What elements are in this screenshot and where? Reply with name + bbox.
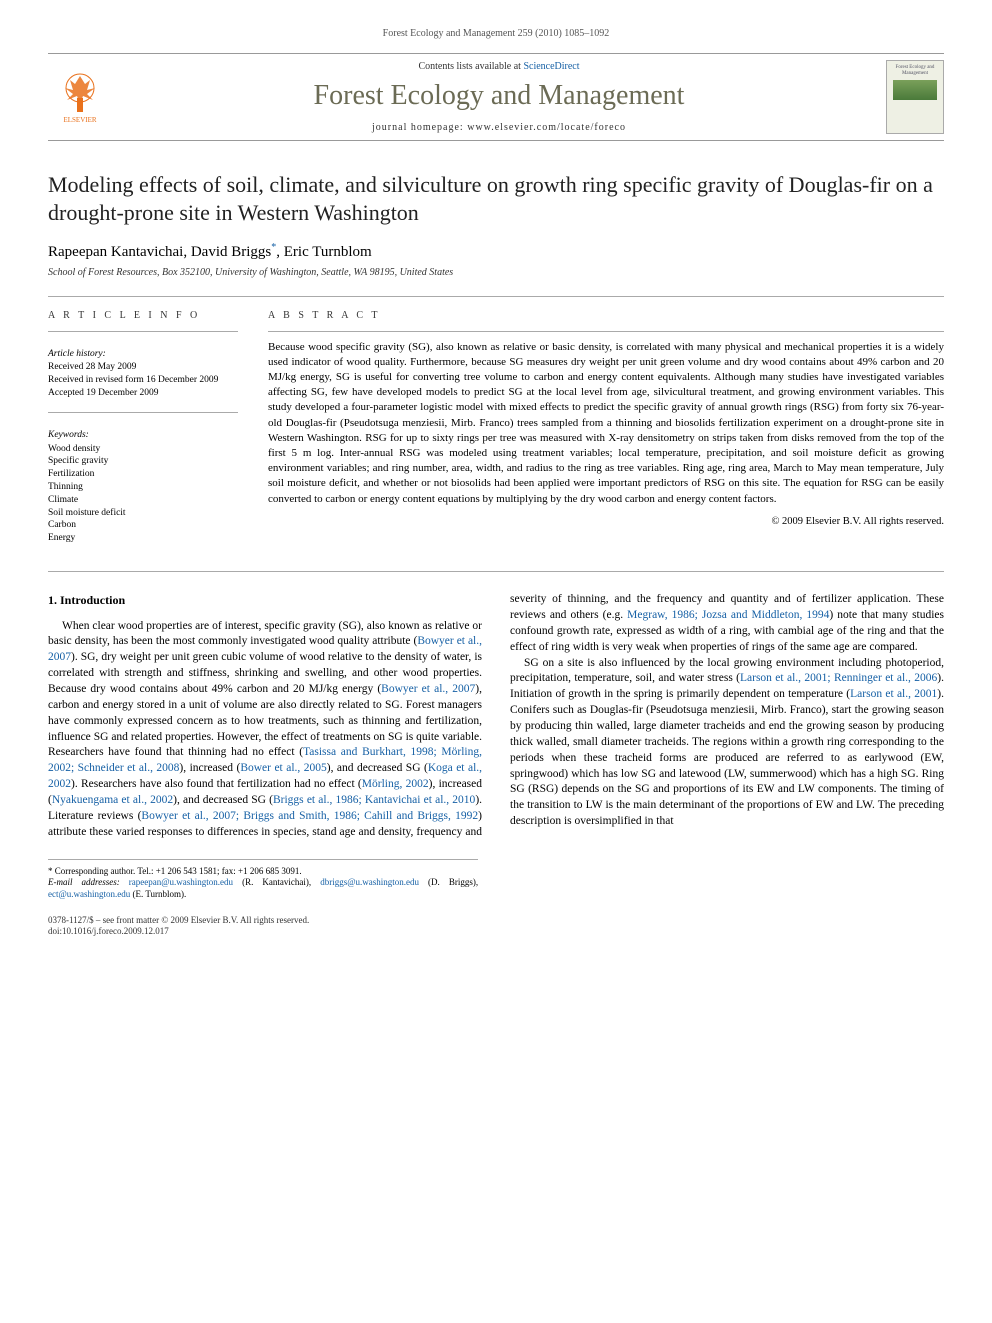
footnotes: * Corresponding author. Tel.: +1 206 543… xyxy=(48,859,478,901)
elsevier-logo: ELSEVIER xyxy=(48,61,112,133)
email-label: E-mail addresses: xyxy=(48,877,120,887)
keyword: Specific gravity xyxy=(48,455,238,468)
footer-front-matter: 0378-1127/$ – see front matter © 2009 El… xyxy=(48,915,944,927)
email-footnote: E-mail addresses: rapeepan@u.washington.… xyxy=(48,877,478,900)
cover-thumb-title: Forest Ecology and Management xyxy=(887,65,943,76)
authors-prefix: Rapeepan Kantavichai, David Briggs xyxy=(48,244,271,260)
body-columns: 1. Introduction When clear wood properti… xyxy=(48,592,944,901)
journal-name: Forest Ecology and Management xyxy=(126,80,872,112)
email-link[interactable]: dbriggs@u.washington.edu xyxy=(320,877,419,887)
article-history: Article history: Received 28 May 2009 Re… xyxy=(48,331,238,400)
email-link[interactable]: rapeepan@u.washington.edu xyxy=(129,877,233,887)
elsevier-tree-icon xyxy=(57,70,103,116)
article-info-heading: A R T I C L E I N F O xyxy=(48,309,238,323)
citation-link[interactable]: Mörling, 2002 xyxy=(362,778,429,790)
section-heading: 1. Introduction xyxy=(48,592,482,609)
keyword: Climate xyxy=(48,494,238,507)
body-paragraph: SG on a site is also influenced by the l… xyxy=(510,656,944,830)
history-revised: Received in revised form 16 December 200… xyxy=(48,374,238,387)
abstract-heading: A B S T R A C T xyxy=(268,309,944,323)
citation-link[interactable]: Larson et al., 2001; Renninger et al., 2… xyxy=(740,672,937,684)
section-divider xyxy=(48,571,944,572)
authors-suffix: , Eric Turnblom xyxy=(276,244,371,260)
keywords-block: Keywords: Wood density Specific gravity … xyxy=(48,412,238,545)
info-abstract-block: A R T I C L E I N F O Article history: R… xyxy=(48,296,944,545)
citation-link[interactable]: Bowyer et al., 2007; Briggs and Smith, 1… xyxy=(141,810,478,822)
email-who: (D. Briggs), xyxy=(428,877,478,887)
history-received: Received 28 May 2009 xyxy=(48,361,238,374)
masthead: ELSEVIER Contents lists available at Sci… xyxy=(48,53,944,141)
article-title: Modeling effects of soil, climate, and s… xyxy=(48,171,944,226)
keyword: Thinning xyxy=(48,481,238,494)
masthead-center: Contents lists available at ScienceDirec… xyxy=(126,61,872,133)
article-info: A R T I C L E I N F O Article history: R… xyxy=(48,309,238,545)
footer-doi: doi:10.1016/j.foreco.2009.12.017 xyxy=(48,926,944,938)
citation-link[interactable]: Larson et al., 2001 xyxy=(850,688,937,700)
elsevier-label: ELSEVIER xyxy=(63,116,96,124)
cover-thumb-image xyxy=(893,80,937,100)
abstract: A B S T R A C T Because wood specific gr… xyxy=(268,309,944,545)
affiliation: School of Forest Resources, Box 352100, … xyxy=(48,267,944,278)
contents-line: Contents lists available at ScienceDirec… xyxy=(126,61,872,72)
email-who: (R. Kantavichai), xyxy=(242,877,311,887)
history-label: Article history: xyxy=(48,348,238,361)
citation-link[interactable]: Bower et al., 2005 xyxy=(240,762,326,774)
keywords-label: Keywords: xyxy=(48,429,238,442)
authors: Rapeepan Kantavichai, David Briggs*, Eri… xyxy=(48,242,944,261)
citation-link[interactable]: Nyakuengama et al., 2002 xyxy=(52,794,173,806)
corresponding-footnote: * Corresponding author. Tel.: +1 206 543… xyxy=(48,866,478,878)
keyword: Wood density xyxy=(48,443,238,456)
citation-link[interactable]: Megraw, 1986; Jozsa and Middleton, 1994 xyxy=(627,609,829,621)
citation-link[interactable]: Briggs et al., 1986; xyxy=(273,794,362,806)
keyword: Energy xyxy=(48,532,238,545)
page: Forest Ecology and Management 259 (2010)… xyxy=(0,0,992,978)
contents-prefix: Contents lists available at xyxy=(418,61,523,72)
homepage-line: journal homepage: www.elsevier.com/locat… xyxy=(126,122,872,133)
abstract-body: Because wood specific gravity (SG), also… xyxy=(268,331,944,507)
citation-link[interactable]: Bowyer et al., 2007 xyxy=(381,683,475,695)
citation-link[interactable]: Kantavichai et al., 2010 xyxy=(365,794,475,806)
sciencedirect-link[interactable]: ScienceDirect xyxy=(523,61,579,72)
keyword: Soil moisture deficit xyxy=(48,507,238,520)
footer-bar: 0378-1127/$ – see front matter © 2009 El… xyxy=(48,915,944,938)
email-who: (E. Turnblom). xyxy=(133,889,187,899)
history-accepted: Accepted 19 December 2009 xyxy=(48,387,238,400)
homepage-url: www.elsevier.com/locate/foreco xyxy=(467,122,626,133)
running-head: Forest Ecology and Management 259 (2010)… xyxy=(48,28,944,39)
abstract-copyright: © 2009 Elsevier B.V. All rights reserved… xyxy=(268,515,944,529)
journal-cover-thumb: Forest Ecology and Management xyxy=(886,60,944,134)
keyword: Fertilization xyxy=(48,468,238,481)
homepage-prefix: journal homepage: xyxy=(372,122,467,133)
keyword: Carbon xyxy=(48,519,238,532)
email-link[interactable]: ect@u.washington.edu xyxy=(48,889,130,899)
